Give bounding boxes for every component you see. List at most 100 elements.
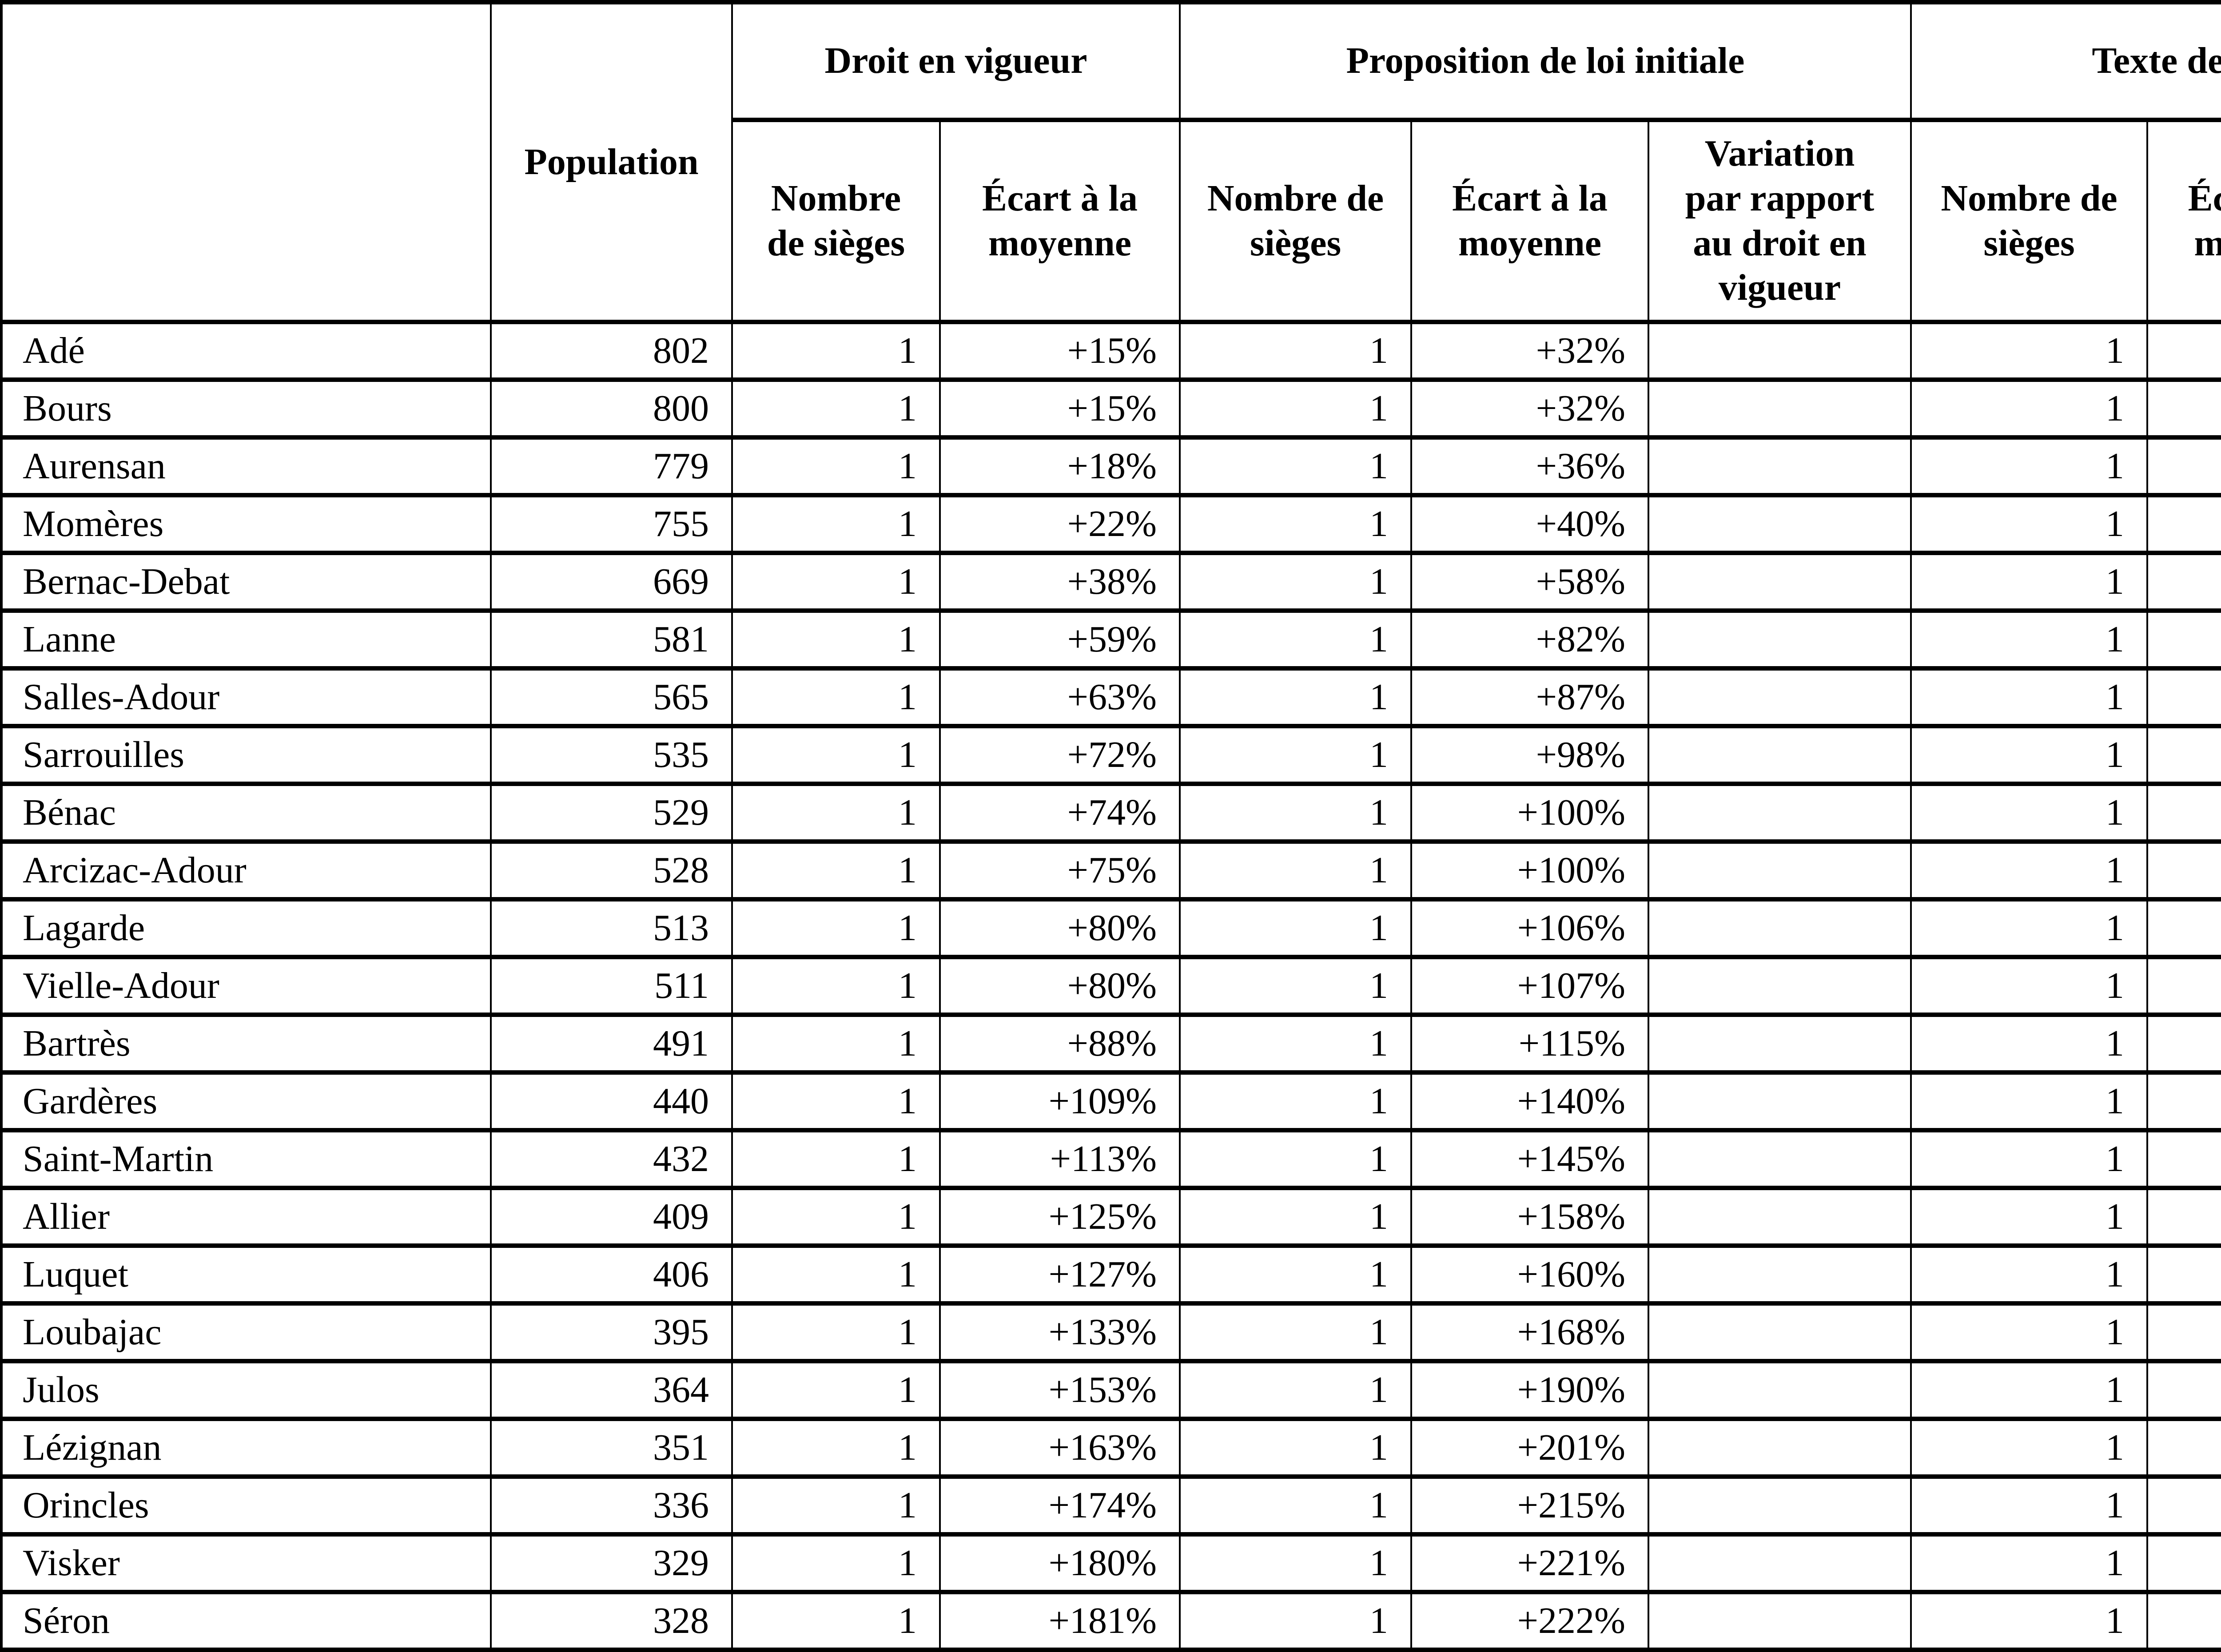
pl-sieges-cell: 1 (1179, 320, 1413, 382)
dv-ecart-cell: +18% (939, 435, 1181, 497)
commune-cell: Momères (0, 493, 492, 555)
dv-sieges-cell: 1 (731, 320, 941, 382)
dv-ecart-cell: +80% (939, 955, 1181, 1017)
subheader-pl-sieges: Nombre de sièges (1179, 118, 1413, 324)
population-cell: 351 (490, 1417, 733, 1479)
population-cell: 529 (490, 782, 733, 844)
group-proposition-loi-initiale: Proposition de loi initiale (1179, 0, 1912, 122)
subheader-pl-ecart: Écart à la moyenne (1410, 118, 1650, 324)
dv-sieges-cell: 1 (731, 435, 941, 497)
pl-ecart-cell: +215% (1410, 1474, 1650, 1537)
pl-ecart-cell: +32% (1410, 320, 1650, 382)
pl-sieges-cell: 1 (1179, 493, 1413, 555)
pl-ecart-cell: +221% (1410, 1532, 1650, 1594)
dv-sieges-cell: 1 (731, 377, 941, 440)
population-cell: 528 (490, 839, 733, 901)
tc-sieges-cell: 1 (1910, 493, 2149, 555)
dv-ecart-cell: +113% (939, 1128, 1181, 1190)
tc-ecart-cell: +98% (2146, 1128, 2221, 1190)
dv-ecart-cell: +88% (939, 1013, 1181, 1075)
pl-ecart-cell: +106% (1410, 897, 1650, 959)
commune-cell: Lagarde (0, 897, 492, 959)
pl-ecart-cell: +100% (1410, 782, 1650, 844)
population-cell: 409 (490, 1186, 733, 1248)
pl-sieges-cell: 1 (1179, 724, 1413, 786)
pl-sieges-cell: 1 (1179, 377, 1413, 440)
group-texte-commission: Texte de la commission (1910, 0, 2221, 122)
tc-sieges-cell: 1 (1910, 897, 2149, 959)
dv-ecart-cell: +180% (939, 1532, 1181, 1594)
commune-cell: Bours (0, 377, 492, 440)
pl-sieges-cell: 1 (1179, 1186, 1413, 1248)
pl-variation-cell (1648, 551, 1912, 613)
pl-variation-cell (1648, 1532, 1912, 1594)
pl-variation-cell (1648, 1128, 1912, 1190)
tc-ecart-cell: +111% (2146, 1243, 2221, 1306)
pl-sieges-cell: 1 (1179, 1474, 1413, 1537)
population-cell: 329 (490, 1532, 733, 1594)
dv-ecart-cell: +127% (939, 1243, 1181, 1306)
dv-sieges-cell: 1 (731, 839, 941, 901)
pl-sieges-cell: 1 (1179, 782, 1413, 844)
tc-ecart-cell: +161% (2146, 1590, 2221, 1652)
dv-ecart-cell: +133% (939, 1301, 1181, 1363)
pl-variation-cell (1648, 1474, 1912, 1537)
tc-sieges-cell: 1 (1910, 1243, 2149, 1306)
table-header: Population Droit en vigueur Proposition … (0, 0, 2221, 324)
tc-sieges-cell: 1 (1910, 1013, 2149, 1075)
tc-ecart-cell: +10% (2146, 435, 2221, 497)
pl-ecart-cell: +32% (1410, 377, 1650, 440)
dv-ecart-cell: +153% (939, 1359, 1181, 1421)
tc-ecart-cell: +7% (2146, 320, 2221, 382)
subheader-pl-variation: Variation par rapport au droit en vigueu… (1648, 118, 1912, 324)
tc-sieges-cell: 1 (1910, 955, 2149, 1017)
pl-ecart-cell: +98% (1410, 724, 1650, 786)
subheader-tc-sieges: Nombre de sièges (1910, 118, 2149, 324)
pl-ecart-cell: +115% (1410, 1013, 1650, 1075)
pl-ecart-cell: +160% (1410, 1243, 1650, 1306)
commune-cell: Saint-Martin (0, 1128, 492, 1190)
commune-cell: Aurensan (0, 435, 492, 497)
tc-sieges-cell: 1 (1910, 839, 2149, 901)
pl-variation-cell (1648, 493, 1912, 555)
population-cell: 535 (490, 724, 733, 786)
pl-variation-cell (1648, 955, 1912, 1017)
dv-ecart-cell: +15% (939, 320, 1181, 382)
pl-ecart-cell: +82% (1410, 608, 1650, 671)
population-cell: 513 (490, 897, 733, 959)
subheader-tc-ecart: Écart à la moyenne (2146, 118, 2221, 324)
population-cell: 395 (490, 1301, 733, 1363)
pl-sieges-cell: 1 (1179, 1417, 1413, 1479)
tc-sieges-cell: 1 (1910, 724, 2149, 786)
pl-variation-cell (1648, 320, 1912, 382)
tc-ecart-cell: +28% (2146, 551, 2221, 613)
dv-ecart-cell: +22% (939, 493, 1181, 555)
population-cell: 802 (490, 320, 733, 382)
commune-cell: Lézignan (0, 1417, 492, 1479)
population-cell: 440 (490, 1070, 733, 1132)
population-cell: 432 (490, 1128, 733, 1190)
commune-cell: Arcizac-Adour (0, 839, 492, 901)
pl-variation-cell (1648, 377, 1912, 440)
tc-sieges-cell: 1 (1910, 1417, 2149, 1479)
pl-sieges-cell: 1 (1179, 955, 1413, 1017)
pl-ecart-cell: +140% (1410, 1070, 1650, 1132)
tc-ecart-cell: +68% (2146, 955, 2221, 1017)
pl-variation-cell (1648, 666, 1912, 728)
pl-variation-cell (1648, 1013, 1912, 1075)
tc-ecart-cell: +14% (2146, 493, 2221, 555)
tc-ecart-cell: +117% (2146, 1301, 2221, 1363)
dv-sieges-cell: 1 (731, 1070, 941, 1132)
commune-cell: Bartrès (0, 1013, 492, 1075)
population-cell: 755 (490, 493, 733, 555)
pl-ecart-cell: +222% (1410, 1590, 1650, 1652)
dv-sieges-cell: 1 (731, 724, 941, 786)
population-cell: 336 (490, 1474, 733, 1537)
